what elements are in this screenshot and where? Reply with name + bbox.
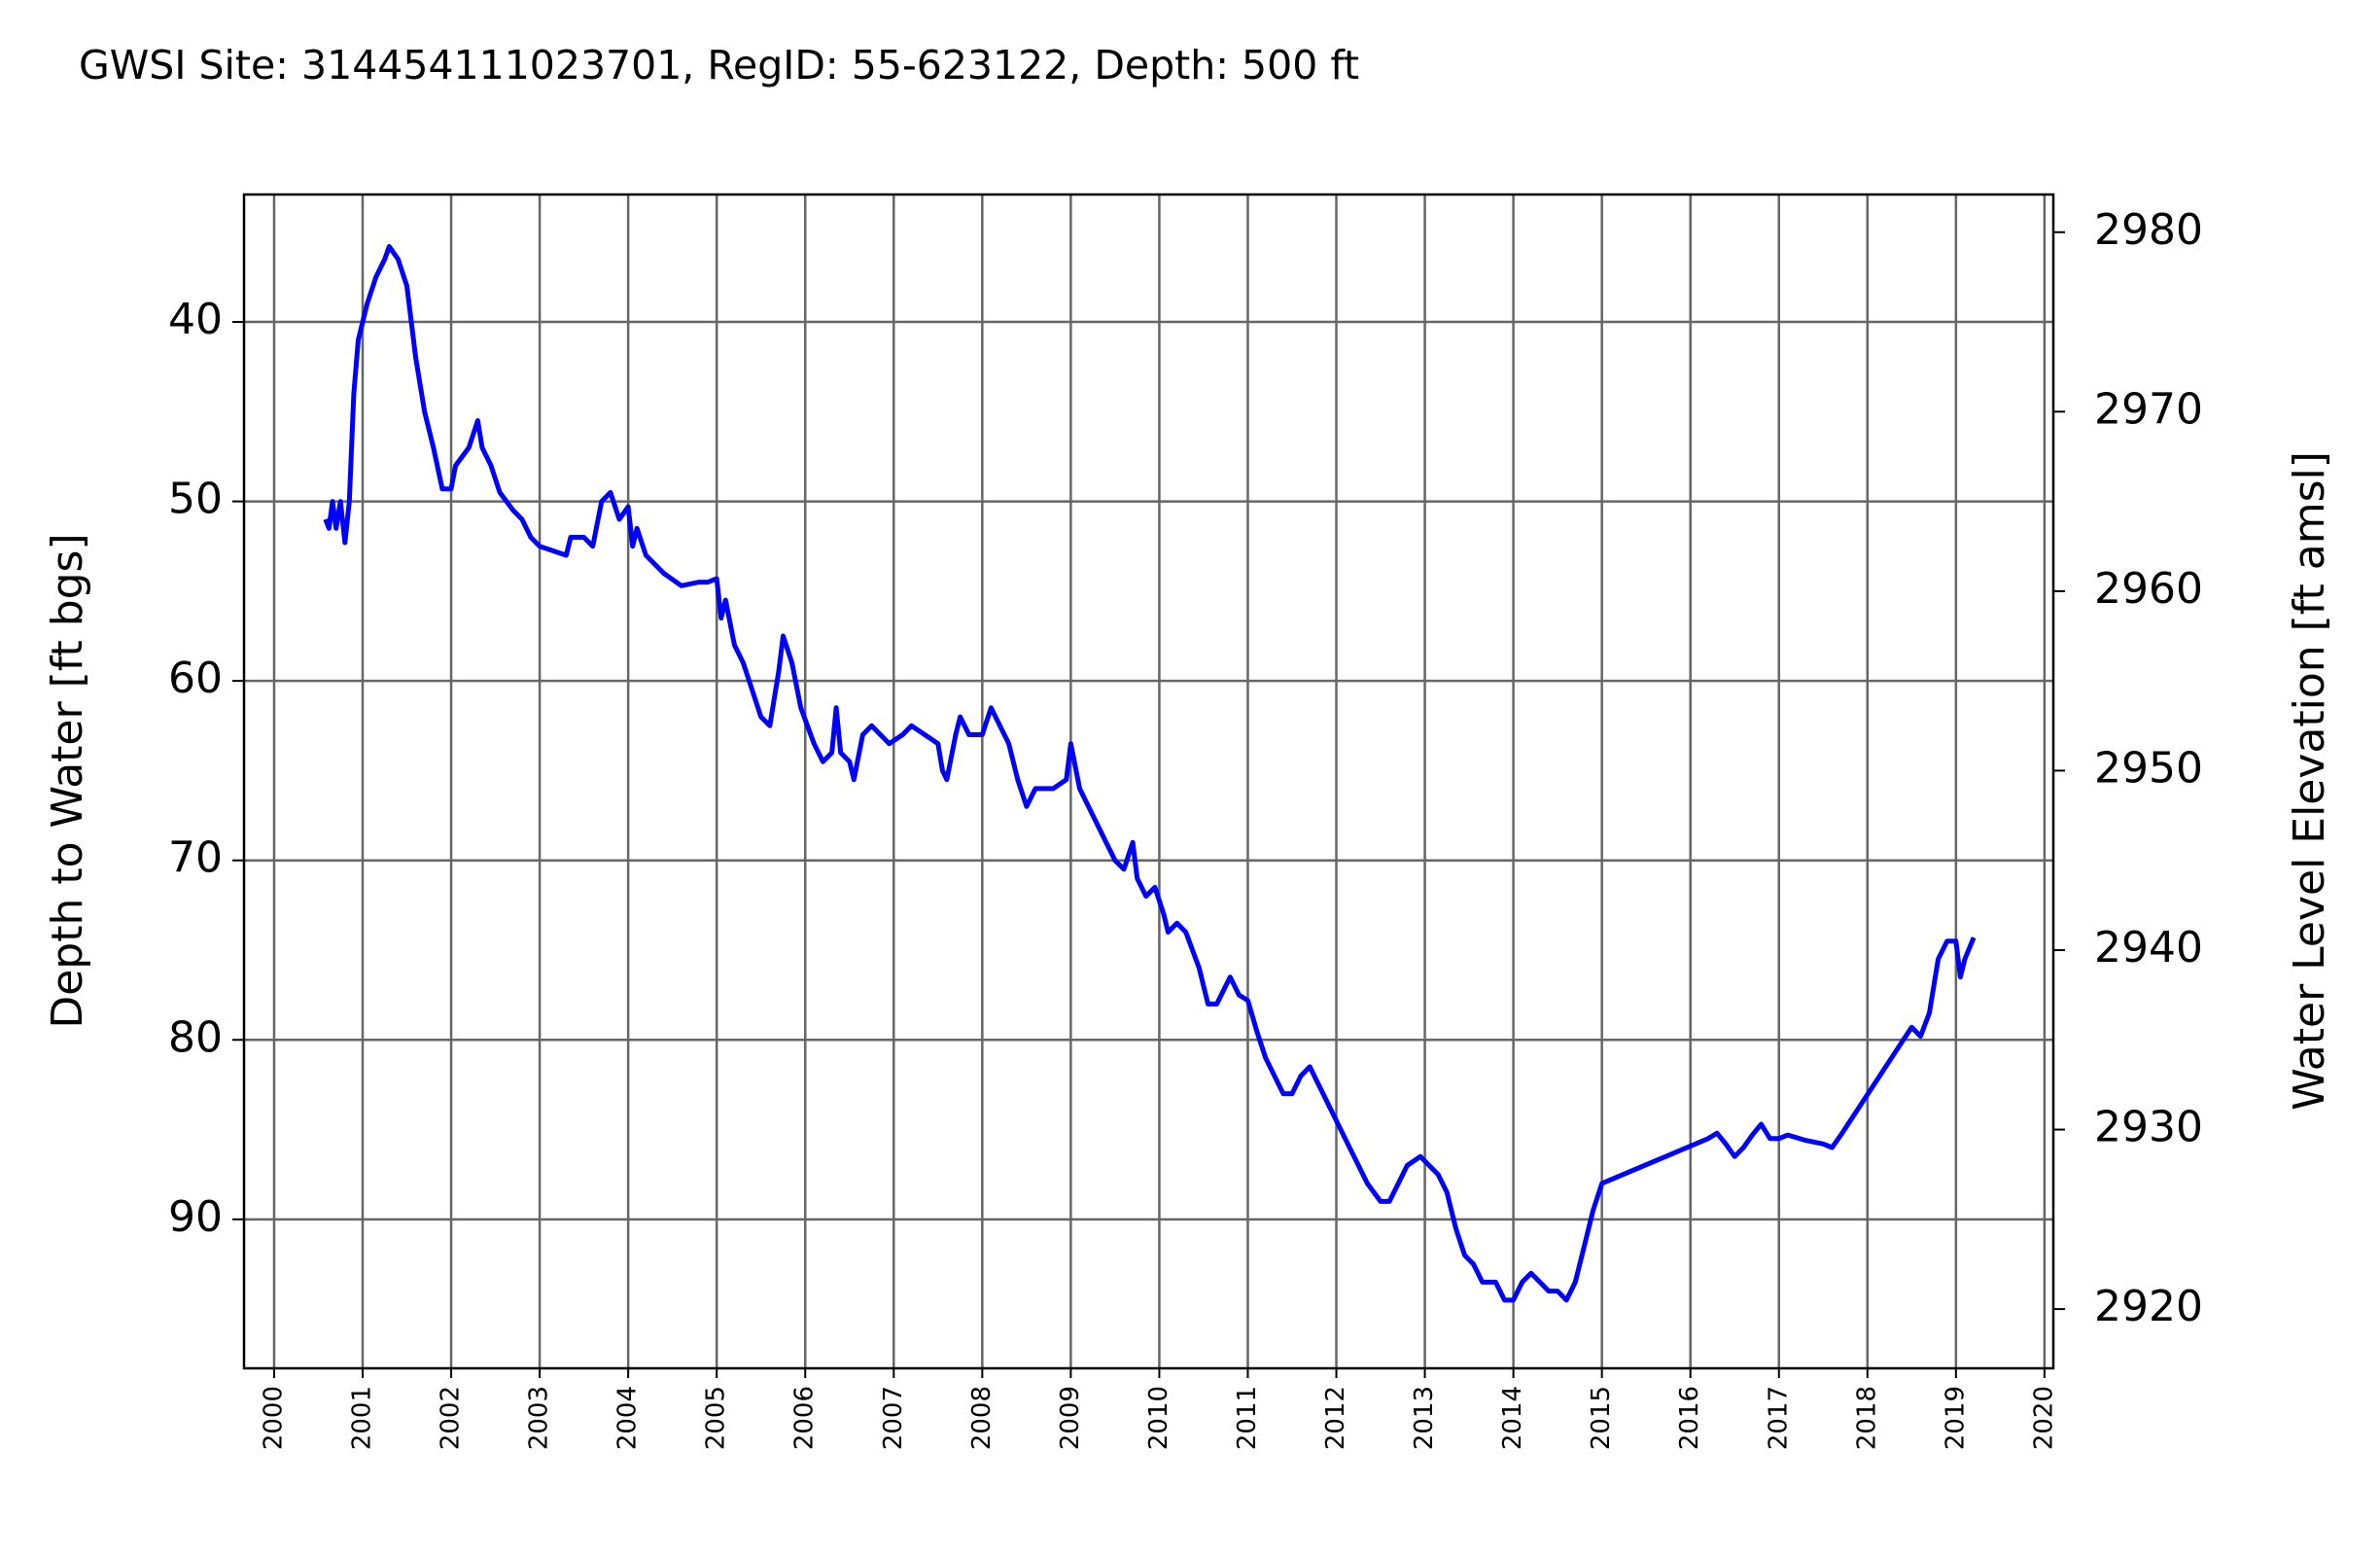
x-tick-label: 2006 [790, 1386, 820, 1450]
x-tick-label: 2010 [1144, 1386, 1173, 1450]
y-tick-label: 40 [168, 295, 223, 344]
y-axis-label: Depth to Water [ft bgs] [43, 533, 92, 1028]
y2-tick-label: 2940 [2094, 923, 2203, 972]
x-tick-label: 2016 [1675, 1386, 1704, 1450]
x-tick-label: 2015 [1587, 1386, 1616, 1450]
x-tick-label: 2017 [1764, 1386, 1793, 1450]
x-tick-label: 2007 [879, 1386, 908, 1450]
x-tick-label: 2018 [1852, 1386, 1881, 1450]
y-tick-label: 70 [168, 833, 223, 883]
y2-axis-label: Water Level Elevation [ft amsl] [2285, 451, 2334, 1111]
x-tick-label: 2020 [2029, 1386, 2058, 1450]
x-tick-label: 2005 [702, 1386, 731, 1450]
x-tick-label: 2000 [259, 1386, 288, 1450]
y2-tick-label: 2960 [2094, 564, 2203, 614]
x-tick-label: 2012 [1321, 1386, 1350, 1450]
y2-tick-label: 2930 [2094, 1103, 2203, 1152]
y2-tick-label: 2980 [2094, 205, 2203, 255]
y2-tick-label: 2920 [2094, 1282, 2203, 1331]
x-tick-label: 2014 [1498, 1386, 1527, 1450]
x-tick-label: 2003 [525, 1386, 554, 1450]
x-tick-label: 2019 [1941, 1386, 1970, 1450]
y-tick-label: 50 [168, 475, 223, 524]
x-tick-label: 2009 [1056, 1386, 1085, 1450]
x-tick-label: 2004 [613, 1386, 643, 1450]
y-tick-label: 60 [168, 654, 223, 703]
y-tick-label: 80 [168, 1012, 223, 1062]
data-line [323, 244, 1977, 1303]
y2-tick-label: 2950 [2094, 743, 2203, 793]
y2-tick-label: 2970 [2094, 384, 2203, 434]
x-tick-label: 2011 [1233, 1386, 1262, 1450]
chart-title: GWSI Site: 314454111023701, RegID: 55-62… [79, 42, 1359, 88]
plot-frame [242, 193, 2055, 1370]
x-tick-label: 2001 [348, 1386, 377, 1450]
y-tick-label: 90 [168, 1192, 223, 1242]
x-tick-label: 2008 [967, 1386, 997, 1450]
x-tick-label: 2013 [1410, 1386, 1439, 1450]
x-tick-label: 2002 [437, 1386, 466, 1450]
